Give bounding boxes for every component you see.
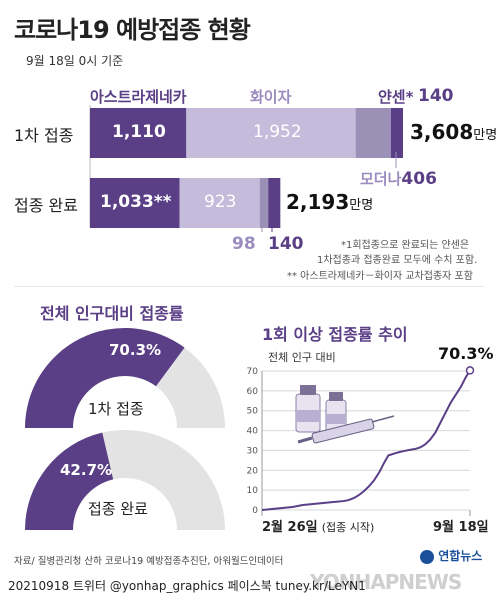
watermark: YONHAPNEWS xyxy=(310,570,462,594)
bar-janssen-row2 xyxy=(268,178,281,228)
bar-moderna-row1 xyxy=(355,108,391,158)
bar-astrazeneca-row1 xyxy=(90,108,187,158)
vaccine-illustration xyxy=(295,385,395,444)
moderna-dose1: 모더나406 xyxy=(360,168,437,189)
janssen-dose2-value: 140 xyxy=(268,234,304,254)
gauge-charts xyxy=(25,328,225,530)
bar-pfizer-row2 xyxy=(179,178,260,228)
syringe-icon xyxy=(297,415,395,444)
bar-moderna-row2 xyxy=(259,178,269,228)
y-tick-40: 40 xyxy=(247,427,259,437)
series-end-point xyxy=(465,366,475,375)
y-tick-20: 20 xyxy=(247,466,259,476)
logo-globe-icon xyxy=(420,549,434,564)
bar-label-pfizer-complete: 923 xyxy=(204,192,237,212)
row-label-dose1: 1차 접종 xyxy=(14,126,74,145)
line-chart: 0 10 20 30 40 50 60 70 xyxy=(247,366,475,516)
y-tick-0: 0 xyxy=(252,506,258,516)
publisher-logo: 연합뉴스 xyxy=(420,547,482,564)
legend-astrazeneca: 아스트라제네카 xyxy=(90,88,187,106)
total-dose1: 3,608만명 xyxy=(410,120,497,144)
bar-label-az-complete: 1,033** xyxy=(100,192,172,212)
page-title: 코로나19 예방접종 현황 xyxy=(14,16,251,44)
y-tick-70: 70 xyxy=(247,367,259,377)
total-complete-value: 2,193 xyxy=(286,190,350,214)
gauge-section-title: 전체 인구대비 접종률 xyxy=(40,304,184,323)
line-x-start-note: (접종 시작) xyxy=(321,521,375,534)
footnote-crossvax: ** 아스트라제네카－화이자 교차접종자 포함 xyxy=(287,271,473,282)
footnote-janssen-1: *1회접종으로 완료되는 얀센은 xyxy=(341,240,470,251)
legend-janssen: 얀센* xyxy=(378,88,414,106)
total-complete: 2,193만명 xyxy=(286,190,373,214)
gauge1-value: 70.3% xyxy=(109,341,162,359)
y-tick-10: 10 xyxy=(247,486,259,496)
vaccination-bar-chart xyxy=(89,105,403,232)
bar-astrazeneca-row2 xyxy=(90,178,180,228)
line-final-value: 70.3% xyxy=(438,344,494,363)
y-tick-50: 50 xyxy=(247,407,259,417)
y-tick-30: 30 xyxy=(247,446,259,456)
moderna-dose1-value: 406 xyxy=(401,169,437,189)
legend-moderna: 모더나 xyxy=(360,170,402,188)
line-section-title: 1회 이상 접종률 추이 xyxy=(262,325,408,344)
y-tick-60: 60 xyxy=(247,387,259,397)
row-label-complete: 접종 완료 xyxy=(14,196,78,215)
source-text: 자료/ 질병관리청 산하 코로나19 예방접종추진단, 아워월드인데이터 xyxy=(14,556,284,567)
footer-credits: 20210918 트위터 @yonhap_graphics 페이스북 tuney… xyxy=(8,579,366,593)
total-complete-unit: 만명 xyxy=(349,198,374,213)
line-x-start: 2월 26일 (접종 시작) xyxy=(262,516,374,535)
line-ylabel: 전체 인구 대비 xyxy=(268,351,336,364)
line-x-end-label: 9월 18일 xyxy=(433,520,489,535)
gauge1-label: 1차 접종 xyxy=(88,400,144,418)
bar-label-az-dose1: 1,110 xyxy=(112,122,166,142)
page-subtitle: 9월 18일 0시 기준 xyxy=(26,54,124,68)
bar-janssen-row1 xyxy=(390,108,403,158)
gauge1-fill xyxy=(25,328,185,428)
vial-icon-left xyxy=(295,385,321,433)
moderna-dose2-value: 98 xyxy=(232,234,256,254)
janssen-dose1-value: 140 xyxy=(418,86,454,106)
logo-text: 연합뉴스 xyxy=(438,549,483,563)
section-divider xyxy=(14,286,484,287)
gauge2-fill xyxy=(25,432,114,530)
total-dose1-unit: 만명 xyxy=(473,128,498,143)
footnote-janssen-2: 1차접종과 접종완료 모두에 수치 포함. xyxy=(317,255,478,266)
line-x-start-label: 2월 26일 xyxy=(262,520,318,535)
total-dose1-value: 3,608 xyxy=(410,120,474,144)
series-line xyxy=(261,369,471,511)
bar-pfizer-row1 xyxy=(186,108,356,158)
legend-pfizer: 화이자 xyxy=(250,88,292,106)
gauge2-value: 42.7% xyxy=(60,461,113,479)
gauge2-label: 접종 완료 xyxy=(88,500,148,518)
bar-label-pfizer-dose1: 1,952 xyxy=(253,122,302,142)
